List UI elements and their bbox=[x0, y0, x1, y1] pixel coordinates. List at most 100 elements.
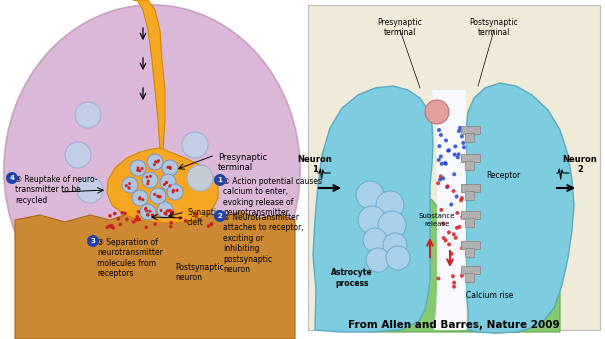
Text: From Allen and Barres, Nature 2009: From Allen and Barres, Nature 2009 bbox=[348, 320, 560, 330]
Circle shape bbox=[439, 155, 443, 159]
Circle shape bbox=[153, 163, 156, 166]
Circle shape bbox=[148, 210, 151, 213]
Text: 2: 2 bbox=[218, 213, 223, 219]
Circle shape bbox=[168, 209, 172, 213]
Circle shape bbox=[178, 216, 182, 220]
Circle shape bbox=[167, 184, 183, 200]
Circle shape bbox=[455, 195, 459, 199]
Circle shape bbox=[146, 182, 149, 185]
Circle shape bbox=[75, 102, 101, 128]
Circle shape bbox=[452, 232, 456, 236]
Circle shape bbox=[437, 128, 441, 132]
FancyBboxPatch shape bbox=[462, 212, 480, 219]
Circle shape bbox=[165, 181, 168, 184]
Text: Astrocyte
process: Astrocyte process bbox=[331, 268, 373, 288]
Circle shape bbox=[175, 189, 178, 192]
Circle shape bbox=[172, 189, 175, 192]
Circle shape bbox=[147, 180, 150, 183]
Circle shape bbox=[119, 223, 122, 226]
Polygon shape bbox=[466, 83, 574, 333]
Circle shape bbox=[145, 210, 148, 213]
Circle shape bbox=[165, 181, 168, 184]
Circle shape bbox=[169, 225, 172, 228]
Circle shape bbox=[140, 204, 156, 220]
Circle shape bbox=[157, 159, 160, 162]
Circle shape bbox=[145, 176, 148, 179]
Circle shape bbox=[166, 210, 169, 213]
Circle shape bbox=[160, 209, 163, 212]
Circle shape bbox=[144, 207, 147, 211]
Circle shape bbox=[194, 215, 198, 218]
Circle shape bbox=[383, 233, 407, 257]
Circle shape bbox=[156, 195, 159, 198]
FancyBboxPatch shape bbox=[465, 134, 474, 142]
Circle shape bbox=[170, 211, 174, 215]
FancyBboxPatch shape bbox=[462, 126, 480, 135]
Circle shape bbox=[145, 207, 148, 210]
Circle shape bbox=[139, 197, 142, 200]
Circle shape bbox=[457, 225, 462, 229]
Text: Substance
release: Substance release bbox=[419, 214, 455, 226]
Circle shape bbox=[195, 212, 198, 216]
Circle shape bbox=[157, 195, 160, 198]
Circle shape bbox=[462, 145, 466, 149]
Circle shape bbox=[65, 142, 91, 168]
Circle shape bbox=[163, 183, 166, 186]
Circle shape bbox=[444, 138, 448, 142]
Circle shape bbox=[184, 219, 188, 223]
Polygon shape bbox=[133, 0, 165, 150]
Ellipse shape bbox=[4, 5, 300, 335]
Circle shape bbox=[455, 226, 459, 230]
Circle shape bbox=[214, 174, 226, 186]
Circle shape bbox=[134, 218, 138, 222]
FancyBboxPatch shape bbox=[462, 266, 480, 275]
Circle shape bbox=[142, 198, 145, 201]
Circle shape bbox=[458, 126, 462, 130]
Circle shape bbox=[166, 209, 169, 212]
Circle shape bbox=[122, 177, 138, 193]
Circle shape bbox=[457, 129, 461, 133]
Circle shape bbox=[169, 221, 173, 224]
Circle shape bbox=[442, 236, 446, 240]
Circle shape bbox=[137, 166, 140, 170]
Circle shape bbox=[113, 212, 117, 215]
Circle shape bbox=[459, 198, 463, 202]
Circle shape bbox=[160, 174, 176, 190]
Circle shape bbox=[147, 154, 163, 170]
Circle shape bbox=[453, 144, 457, 148]
Circle shape bbox=[439, 208, 443, 212]
FancyBboxPatch shape bbox=[465, 192, 474, 200]
Circle shape bbox=[162, 160, 178, 176]
Circle shape bbox=[443, 111, 447, 114]
Text: Presynaptic
terminal: Presynaptic terminal bbox=[218, 153, 267, 173]
Circle shape bbox=[450, 252, 454, 256]
Circle shape bbox=[137, 210, 140, 214]
Circle shape bbox=[450, 202, 453, 206]
Circle shape bbox=[453, 153, 457, 157]
Circle shape bbox=[154, 160, 157, 163]
Circle shape bbox=[166, 166, 169, 169]
Circle shape bbox=[137, 218, 141, 221]
Text: Neuron
1: Neuron 1 bbox=[298, 155, 332, 174]
Circle shape bbox=[462, 141, 465, 145]
Text: ① Action potential causes
calcium to enter,
evoking release of
neurotransmitter: ① Action potential causes calcium to ent… bbox=[223, 177, 322, 217]
Circle shape bbox=[456, 155, 460, 159]
Circle shape bbox=[438, 114, 442, 118]
Circle shape bbox=[356, 181, 384, 209]
Circle shape bbox=[123, 212, 127, 215]
Circle shape bbox=[87, 235, 99, 247]
Circle shape bbox=[441, 221, 445, 225]
FancyBboxPatch shape bbox=[465, 274, 474, 282]
Circle shape bbox=[209, 223, 213, 226]
Circle shape bbox=[105, 226, 109, 229]
Text: ③ Separation of
neurotransmitter
molecules from
receptors: ③ Separation of neurotransmitter molecul… bbox=[97, 238, 163, 278]
Circle shape bbox=[128, 182, 131, 185]
Text: Postsynaptic
neuron: Postsynaptic neuron bbox=[175, 263, 224, 282]
Polygon shape bbox=[358, 192, 560, 333]
Circle shape bbox=[378, 211, 406, 239]
Circle shape bbox=[452, 285, 456, 288]
Circle shape bbox=[128, 186, 131, 189]
Circle shape bbox=[182, 132, 208, 158]
Circle shape bbox=[111, 226, 115, 230]
Circle shape bbox=[437, 144, 442, 148]
